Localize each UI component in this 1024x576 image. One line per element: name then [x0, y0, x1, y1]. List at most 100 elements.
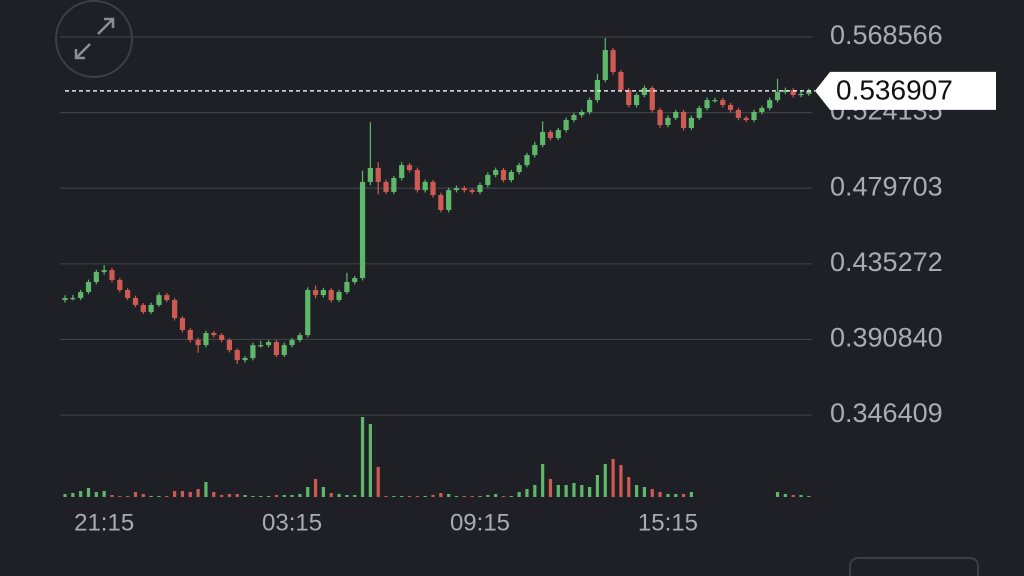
volume-bar [71, 493, 75, 497]
volume-bar [368, 424, 372, 497]
volume-bar [306, 487, 310, 497]
candle-body [172, 300, 178, 319]
volume-bar [376, 467, 380, 497]
expand-button[interactable] [55, 0, 133, 78]
volume-bar [564, 485, 568, 497]
x-tick-label: 21:15 [74, 509, 134, 536]
volume-bar [173, 491, 177, 497]
volume-bar [337, 494, 341, 497]
volume-bar [102, 491, 106, 497]
volume-bar [556, 485, 560, 497]
candle-body [320, 289, 326, 296]
candle-body [602, 50, 608, 80]
candle-body [680, 111, 687, 128]
volume-bar [313, 479, 318, 497]
candle-body [571, 115, 577, 120]
candle-body [673, 111, 679, 118]
volume-bar [149, 496, 153, 497]
candle-body [336, 292, 342, 301]
volume-bar [775, 492, 780, 497]
expand-icon[interactable] [74, 17, 115, 60]
candle-body [641, 87, 648, 95]
volume-bar [674, 494, 678, 497]
volume-bar [533, 485, 537, 497]
candle-body [704, 100, 710, 109]
volume-bar [353, 495, 357, 497]
expand-circle[interactable] [55, 0, 133, 78]
candle-body [383, 181, 389, 192]
volume-bar [807, 496, 811, 497]
volume-bar [611, 459, 615, 497]
volume-bar [588, 487, 592, 497]
candle-body [649, 87, 655, 110]
y-tick-label: 0.346409 [830, 398, 943, 428]
overlay: 0.536907 [65, 71, 996, 110]
candle-body [211, 333, 217, 336]
candle-body [500, 170, 507, 181]
candle-body [367, 167, 373, 182]
candle-body [727, 105, 734, 110]
candle-body [305, 289, 311, 336]
bottom-button[interactable] [849, 557, 979, 576]
volume-bar [548, 479, 553, 497]
candle-body [579, 111, 585, 116]
candle-body [93, 271, 99, 282]
candle-body [774, 92, 781, 101]
volume-bar [494, 494, 498, 497]
candle-body [289, 340, 295, 346]
y-tick-label: 0.390840 [830, 323, 943, 353]
volume-bar [400, 496, 404, 497]
volume-bar [188, 492, 192, 497]
candle-body [156, 295, 162, 305]
candle-body [195, 340, 201, 346]
candle-body [720, 100, 726, 106]
candle-body [132, 297, 139, 305]
candle-body [759, 108, 765, 112]
volume-bar [454, 496, 459, 497]
volume-bar [329, 493, 333, 497]
volume-bar [439, 493, 443, 497]
candle-body [555, 130, 561, 139]
candle-body [618, 71, 624, 91]
volume-bar [259, 496, 263, 497]
candle-body [782, 90, 788, 93]
volume-bar [486, 495, 490, 497]
volume-bar [63, 494, 67, 497]
volume-bar [274, 495, 279, 497]
candle-body [751, 111, 757, 120]
candle-body [399, 165, 405, 179]
candle-body [391, 178, 397, 192]
candle-body [767, 100, 773, 109]
candle-body [610, 50, 616, 72]
candle-body [328, 289, 334, 301]
volume-bar [783, 494, 787, 497]
candle-body [477, 184, 483, 192]
volume-bar [133, 492, 138, 497]
volume-bar [235, 494, 239, 497]
volume-bar [79, 491, 83, 497]
volume-bar [541, 464, 545, 497]
volume-bar [619, 465, 623, 497]
candle-body [187, 329, 193, 341]
candle-body [798, 93, 804, 96]
volume-bar [243, 495, 247, 497]
candle-body [265, 342, 272, 346]
candle-body [414, 170, 420, 191]
candle-body [461, 188, 467, 191]
volume-bar [204, 482, 208, 497]
candle-body [359, 181, 366, 279]
y-tick-label: 0.479703 [830, 171, 943, 201]
volume-bar [360, 417, 365, 497]
candle-body [203, 333, 209, 346]
volume-bar [462, 496, 466, 497]
candle-body [406, 165, 413, 171]
candle-body [626, 90, 632, 106]
candle-body [273, 342, 280, 356]
candle-body [117, 279, 123, 290]
volume-bar [157, 496, 161, 497]
volume-bar [110, 495, 114, 497]
candle-body [547, 132, 554, 139]
candle-body [242, 358, 248, 361]
volume-bar [180, 491, 185, 497]
candle-body [743, 117, 749, 120]
